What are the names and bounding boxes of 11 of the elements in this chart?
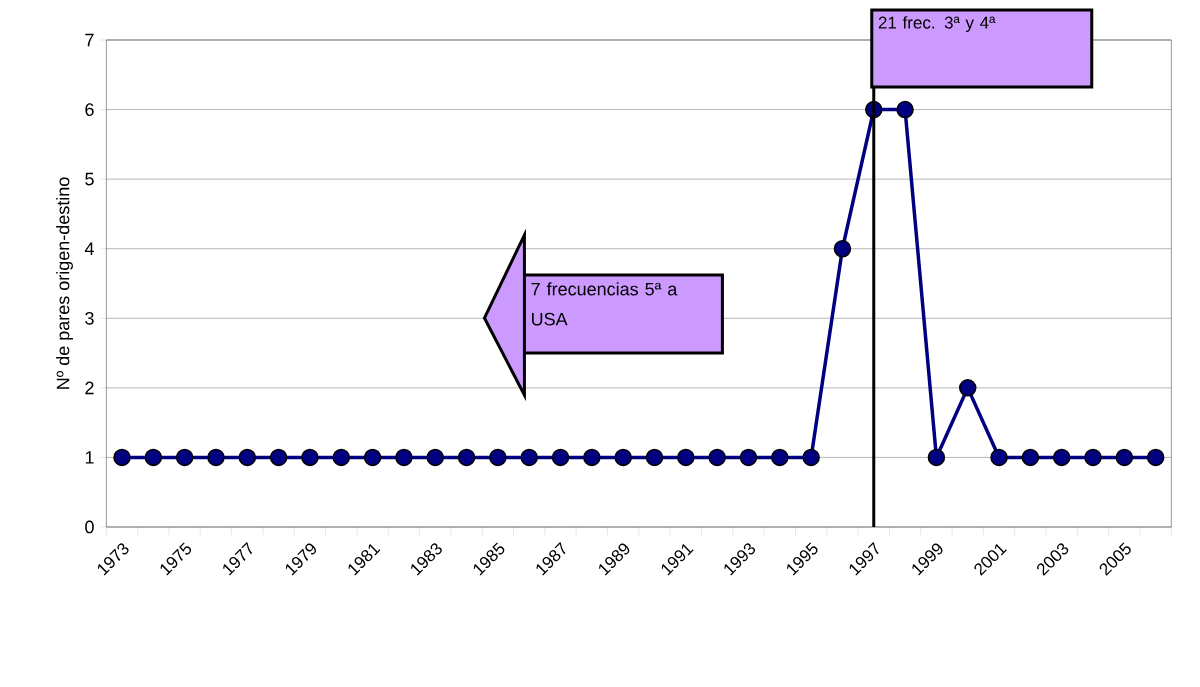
y-tick-label: 2 [85, 381, 94, 395]
ref-line-label: 21 frec. 3ª y 4ª [878, 16, 996, 33]
y-tick-label: 6 [85, 103, 94, 116]
y-tick-label: 4 [84, 242, 94, 255]
y-tick-label: 0 [85, 520, 94, 534]
y-tick-label: 7 [85, 33, 94, 47]
annotation: 7 frecuencias 5ª a USA [531, 282, 678, 326]
y-tick-label: 3 [85, 311, 94, 325]
y-axis-title: Nº de pares origen-destino [56, 177, 73, 389]
y-tick-label: 1 [85, 451, 94, 464]
y-tick-label: 5 [85, 172, 94, 186]
